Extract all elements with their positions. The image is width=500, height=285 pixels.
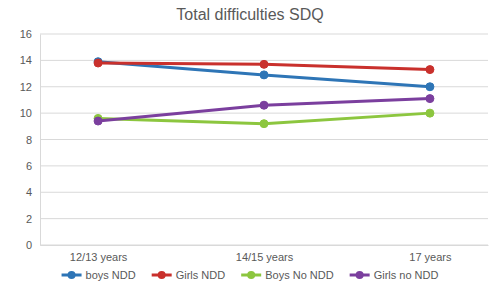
series-marker (426, 95, 434, 103)
grid-line (40, 192, 488, 193)
y-tick: 6 (26, 160, 40, 172)
x-tick: 12/13 years (70, 245, 128, 263)
x-tick: 17 years (409, 245, 452, 263)
grid-line (40, 218, 488, 219)
grid-line (40, 139, 488, 140)
series-marker (94, 117, 102, 125)
x-tick: 14/15 years (236, 245, 294, 263)
legend-item: Boys No NDD (241, 269, 334, 281)
y-tick: 2 (26, 213, 40, 225)
title: Total difficulties SDQ (176, 6, 323, 23)
legend: boys NDD Girls NDD Boys No NDD Girls no NDD (62, 269, 439, 281)
y-tick: 14 (20, 54, 40, 66)
y-tick: 10 (20, 107, 40, 119)
series-marker (426, 66, 434, 74)
grid (40, 34, 488, 245)
series-marker (94, 59, 102, 67)
legend-item: Girls NDD (152, 269, 226, 281)
x-axis-line (41, 245, 489, 246)
y-tick: 4 (26, 186, 40, 198)
series-marker (260, 60, 268, 68)
y-tick-label: 6 (26, 160, 32, 172)
y-tick-label: 10 (20, 107, 32, 119)
legend-item: boys NDD (62, 269, 136, 281)
legend-marker (158, 271, 166, 279)
legend-label: Girls no NDD (374, 269, 439, 281)
legend-marker (68, 271, 76, 279)
series-line (98, 99, 430, 121)
y-tick-label: 14 (20, 54, 32, 66)
x-tick-label: 14/15 years (236, 251, 294, 263)
y-tick-label: 12 (20, 81, 32, 93)
y-tick-label: 8 (26, 134, 32, 146)
y-tick-label: 4 (26, 186, 32, 198)
series-marker (260, 71, 268, 79)
x-tick-label: 17 years (409, 251, 452, 263)
x-tick-label: 12/13 years (70, 251, 128, 263)
legend-marker (356, 271, 364, 279)
legend-item: Girls no NDD (350, 269, 439, 281)
y-tick-label: 2 (26, 213, 32, 225)
series-marker (260, 120, 268, 128)
series-marker (260, 101, 268, 109)
y-axis-line (40, 35, 41, 246)
grid-line (40, 165, 488, 166)
legend-label: boys NDD (86, 269, 136, 281)
grid-line (40, 34, 488, 35)
chart: Total difficulties SDQ 0 2 4 6 8 10 12 14 16 12/13… (0, 0, 500, 285)
y-tick: 8 (26, 134, 40, 146)
y-tick-label: 0 (26, 239, 32, 251)
y-tick-label: 16 (20, 28, 32, 40)
legend-marker (247, 271, 255, 279)
y-tick: 0 (26, 239, 40, 251)
legend-label: Girls NDD (176, 269, 226, 281)
plot-area (94, 58, 434, 128)
series-marker (426, 109, 434, 117)
y-tick: 16 (20, 28, 40, 40)
legend-label: Boys No NDD (265, 269, 334, 281)
y-tick: 12 (20, 81, 40, 93)
grid-line (40, 245, 488, 246)
series-marker (426, 83, 434, 91)
y-axis: 0 2 4 6 8 10 12 14 16 (20, 28, 41, 251)
x-axis: 12/13 years 14/15 years 17 years (41, 245, 489, 263)
